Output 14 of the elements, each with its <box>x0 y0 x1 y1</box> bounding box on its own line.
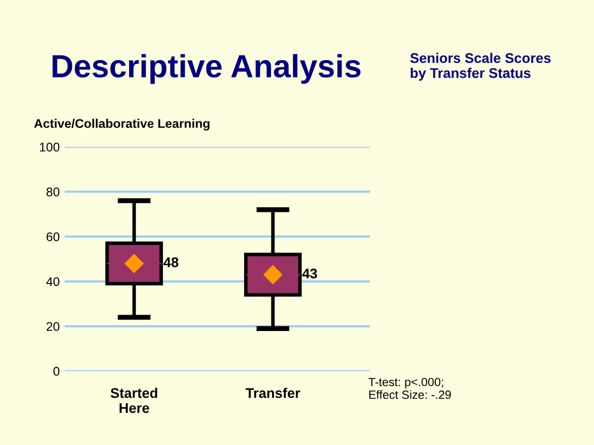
data-label: 48 <box>164 257 178 268</box>
y-axis-title: Active/Collaborative Learning <box>34 118 210 130</box>
text: Seniors Scale Scores by Transfer Status <box>410 52 551 81</box>
chart-title: Descriptive Analysis <box>52 54 360 84</box>
x-tick-label: Started Here <box>110 388 158 413</box>
data-label: 43 <box>302 268 318 278</box>
text: T-test: p<.000; Effect Size: -.29 <box>368 378 451 399</box>
y-tick-label: 0 <box>53 366 60 376</box>
y-tick-label: 100 <box>40 142 60 152</box>
y-tick-label: 60 <box>46 232 60 242</box>
y-tick-label: 80 <box>46 188 60 196</box>
y-tick-label: 40 <box>46 277 60 286</box>
x-tick-label: Transfer <box>246 388 300 398</box>
y-tick-label: 20 <box>46 322 60 331</box>
